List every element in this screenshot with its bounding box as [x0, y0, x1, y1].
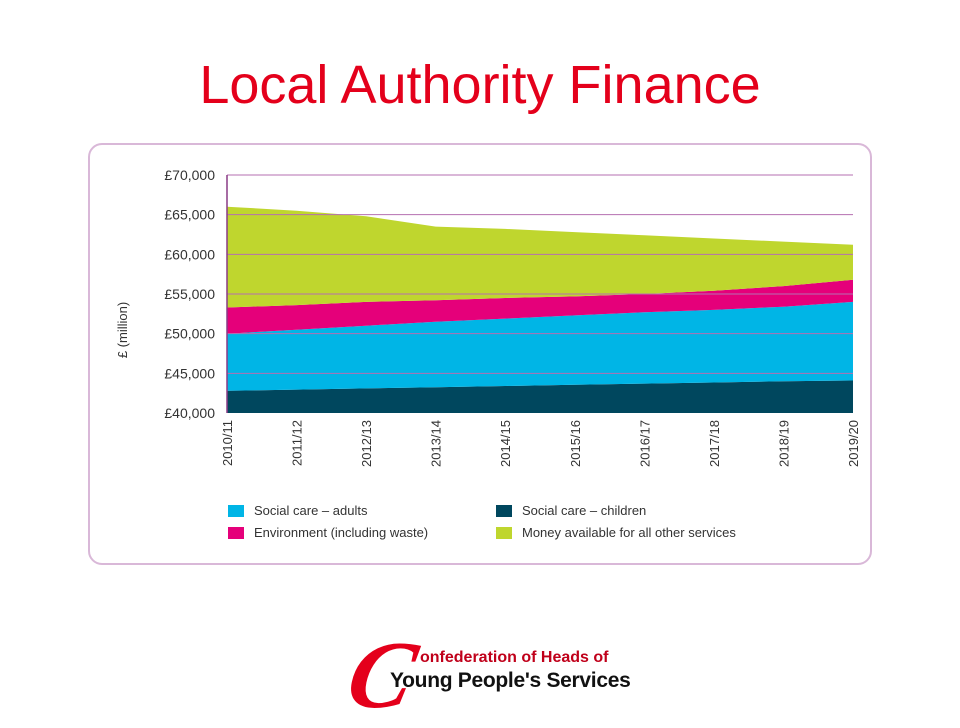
y-tick-label: £50,000 [164, 326, 215, 342]
cypsc-logo: C onfederation of Heads of Young People'… [339, 621, 631, 728]
logo-line-2: Young People's Services [390, 669, 631, 692]
y-tick-label: £40,000 [164, 405, 215, 421]
x-tick-label: 2017/18 [707, 420, 722, 467]
y-axis-label: £ (million) [115, 302, 130, 358]
legend-label-other-services: Money available for all other services [522, 525, 736, 540]
area-series-3 [227, 206, 853, 308]
legend-swatch-other-services [496, 526, 512, 539]
x-tick-label: 2011/12 [290, 420, 305, 466]
x-tick-label: 2018/19 [776, 420, 791, 467]
y-axis-ticks: £40,000 £45,000 £50,000 £55,000 £60,000 £65,0… [164, 167, 215, 421]
legend-item-other-services: Money available for all other services [496, 525, 736, 540]
x-tick-label: 2014/15 [498, 420, 513, 467]
x-axis-ticks: 2010/11 2011/12 2012/13 2013/14 2014/15 2015/… [220, 420, 861, 467]
legend-label-environment: Environment (including waste) [254, 525, 429, 540]
legend-label-adults: Social care – adults [254, 503, 368, 518]
y-tick-label: £55,000 [164, 286, 215, 302]
legend-swatch-adults [228, 504, 244, 517]
x-tick-label: 2010/11 [220, 420, 235, 466]
area-series-1 [227, 301, 853, 391]
x-tick-label: 2019/20 [846, 420, 861, 467]
x-tick-label: 2013/14 [429, 420, 444, 467]
x-tick-label: 2016/17 [637, 420, 652, 467]
chart-gridlines [227, 174, 853, 374]
area-series-2 [227, 279, 853, 334]
legend-swatch-environment [228, 526, 244, 539]
chart-areas [227, 206, 853, 413]
y-tick-label: £65,000 [164, 207, 215, 223]
slide-title: Local Authority Finance [199, 55, 761, 115]
legend-item-adults: Social care – adults [228, 503, 367, 518]
x-tick-label: 2015/16 [568, 420, 583, 467]
legend-item-children: Social care – children [496, 503, 646, 518]
y-tick-label: £70,000 [164, 167, 215, 183]
x-tick-label: 2012/13 [359, 420, 374, 467]
legend-swatch-children [496, 504, 512, 517]
legend-label-children: Social care – children [522, 503, 647, 518]
y-tick-label: £45,000 [164, 365, 215, 381]
logo-line-1: onfederation of Heads of [420, 649, 609, 666]
legend-item-environment: Environment (including waste) [228, 525, 428, 540]
area-series-0 [227, 380, 853, 413]
y-tick-label: £60,000 [164, 246, 215, 262]
